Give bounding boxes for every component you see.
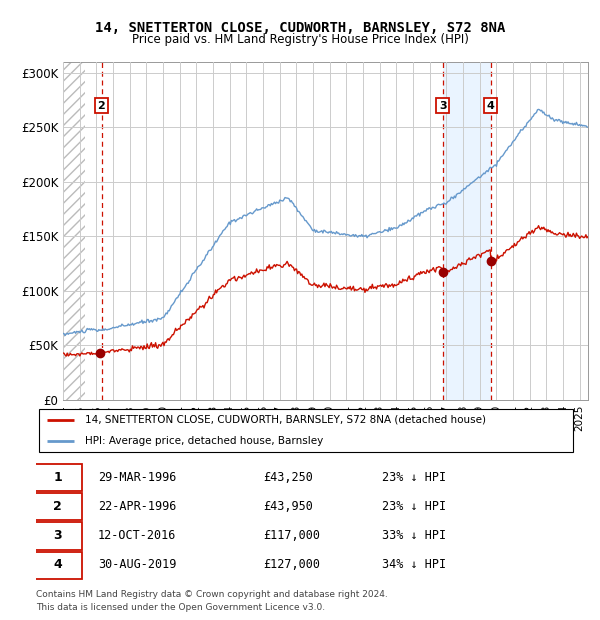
- FancyBboxPatch shape: [34, 493, 82, 520]
- Bar: [63, 62, 85, 400]
- Text: 3: 3: [53, 529, 62, 542]
- Text: 4: 4: [487, 100, 494, 110]
- Text: 33% ↓ HPI: 33% ↓ HPI: [382, 529, 446, 542]
- Text: 23% ↓ HPI: 23% ↓ HPI: [382, 500, 446, 513]
- Text: 1: 1: [53, 471, 62, 484]
- Text: 30-AUG-2019: 30-AUG-2019: [98, 559, 176, 572]
- Text: 3: 3: [439, 100, 446, 110]
- Text: 4: 4: [53, 559, 62, 572]
- Text: 14, SNETTERTON CLOSE, CUDWORTH, BARNSLEY, S72 8NA (detached house): 14, SNETTERTON CLOSE, CUDWORTH, BARNSLEY…: [85, 415, 485, 425]
- Text: £43,950: £43,950: [263, 500, 313, 513]
- FancyBboxPatch shape: [39, 409, 574, 453]
- Text: 2: 2: [98, 100, 106, 110]
- Text: £117,000: £117,000: [263, 529, 320, 542]
- Text: Contains HM Land Registry data © Crown copyright and database right 2024.
This d: Contains HM Land Registry data © Crown c…: [36, 590, 388, 612]
- Text: 22-APR-1996: 22-APR-1996: [98, 500, 176, 513]
- FancyBboxPatch shape: [34, 552, 82, 579]
- FancyBboxPatch shape: [34, 464, 82, 491]
- Text: 2: 2: [53, 500, 62, 513]
- Text: 14, SNETTERTON CLOSE, CUDWORTH, BARNSLEY, S72 8NA: 14, SNETTERTON CLOSE, CUDWORTH, BARNSLEY…: [95, 21, 505, 35]
- Text: 23% ↓ HPI: 23% ↓ HPI: [382, 471, 446, 484]
- Text: 29-MAR-1996: 29-MAR-1996: [98, 471, 176, 484]
- Text: £127,000: £127,000: [263, 559, 320, 572]
- Text: HPI: Average price, detached house, Barnsley: HPI: Average price, detached house, Barn…: [85, 436, 323, 446]
- Text: £43,250: £43,250: [263, 471, 313, 484]
- Bar: [443, 62, 491, 400]
- Text: 12-OCT-2016: 12-OCT-2016: [98, 529, 176, 542]
- Text: Price paid vs. HM Land Registry's House Price Index (HPI): Price paid vs. HM Land Registry's House …: [131, 33, 469, 46]
- FancyBboxPatch shape: [34, 522, 82, 550]
- Text: 34% ↓ HPI: 34% ↓ HPI: [382, 559, 446, 572]
